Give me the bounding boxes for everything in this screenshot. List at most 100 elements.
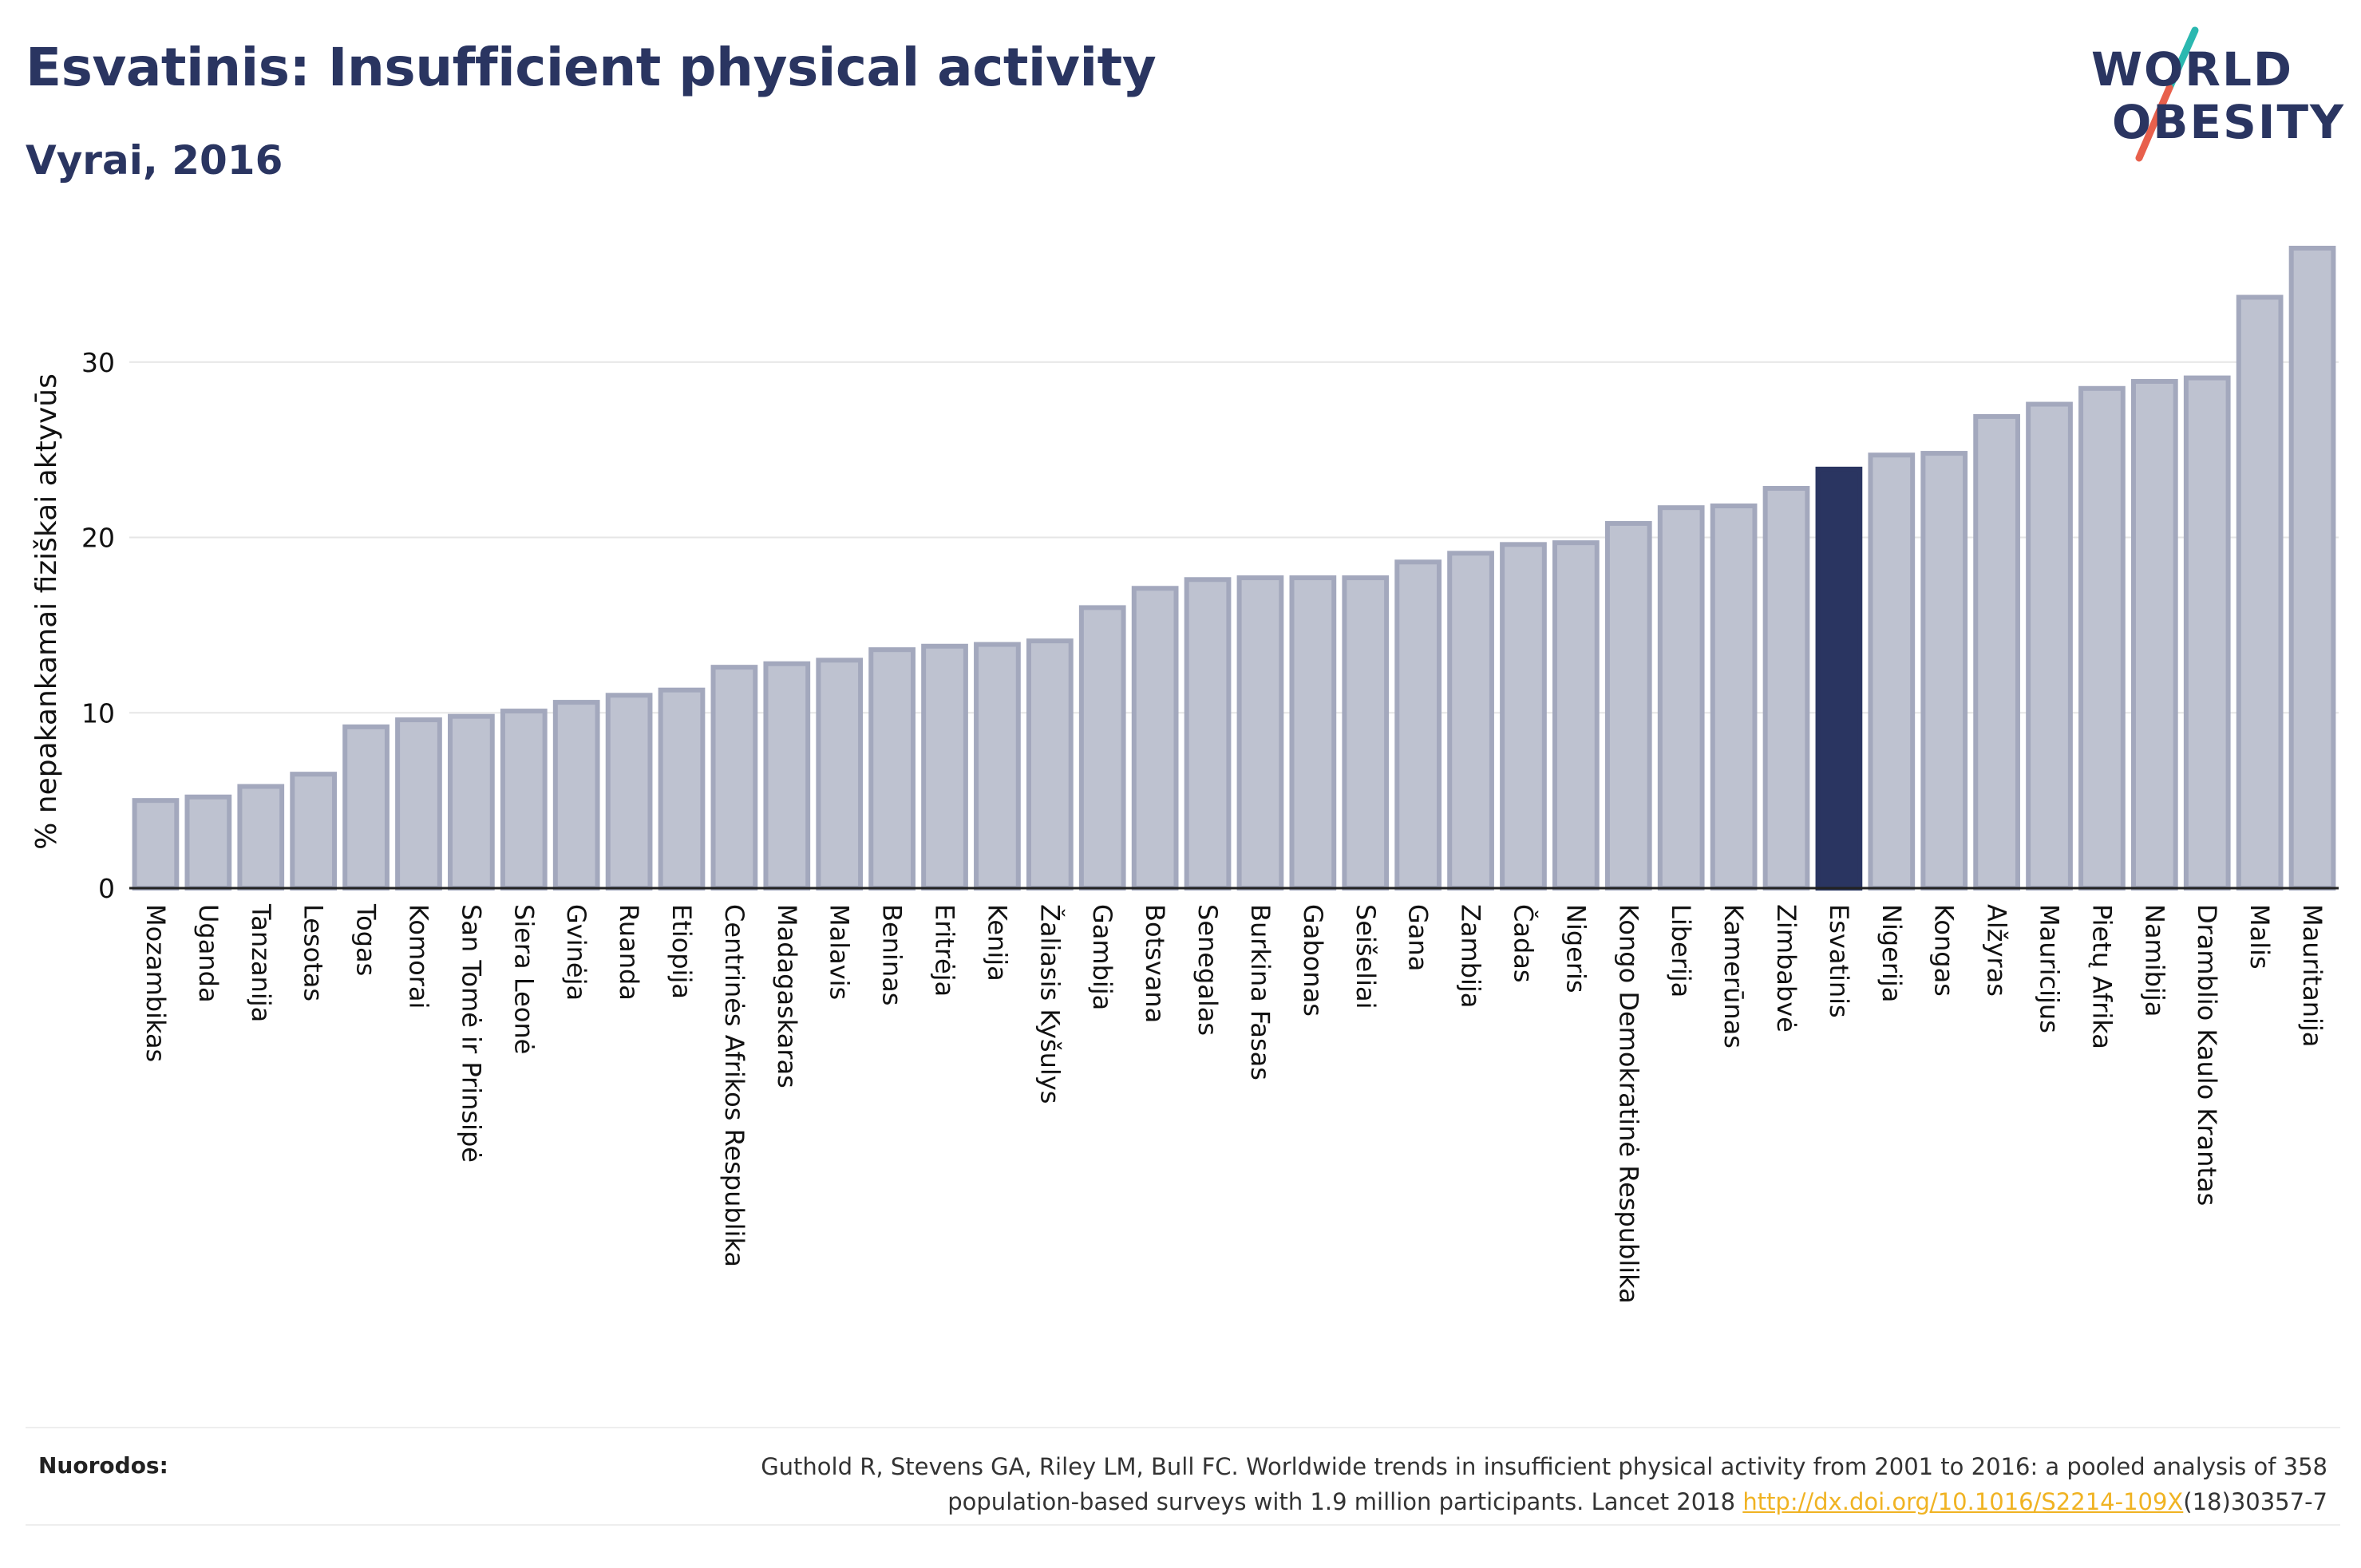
bar (1236, 575, 1284, 891)
bar (448, 713, 495, 891)
bar (1604, 520, 1652, 891)
bar (763, 661, 811, 891)
bar (816, 658, 864, 891)
world-obesity-logo: WORLD OBESITY (2075, 24, 2347, 168)
footer-divider-bottom (26, 1524, 2340, 1526)
bar (658, 687, 706, 891)
x-tick-label: Burkina Fasas (1245, 904, 1275, 1080)
bar (2183, 375, 2231, 891)
bar-chart: 0 10 20 30 % nepakankamai fiziškai aktyvūs Mo… (30, 245, 2339, 1304)
bar (184, 794, 232, 891)
bar (2026, 401, 2073, 891)
x-tick-label: Kongo Demokratinė Respublika (1613, 904, 1643, 1304)
references-doi-link[interactable]: http://dx.doi.org/10.1016/S2214-109X (1742, 1488, 2184, 1515)
references-line-1: Guthold R, Stevens GA, Riley LM, Bull FC… (761, 1453, 2327, 1480)
x-tick-label: Žaliasis Kyšulys (1034, 904, 1065, 1104)
references-line-2-prefix: population-based surveys with 1.9 millio… (947, 1488, 1743, 1515)
x-tick-label: Beninas (877, 904, 908, 1005)
x-tick-label: Kamerūnas (1718, 904, 1749, 1049)
bar (1500, 542, 1547, 891)
page-title: Esvatinis: Insufficient physical activit… (26, 37, 1157, 98)
references-text: Guthold R, Stevens GA, Riley LM, Bull FC… (492, 1449, 2327, 1519)
bar (1762, 486, 1810, 891)
bar (1447, 551, 1494, 891)
bar (1289, 575, 1337, 891)
bar (1815, 466, 1863, 891)
x-tick-label: Seišeliai (1351, 904, 1381, 1009)
bar (132, 798, 180, 891)
x-tick-label: Madagaskaras (772, 904, 802, 1088)
bar (290, 772, 338, 891)
x-tick-label: Centrinės Afrikos Respublika (719, 904, 749, 1267)
x-tick-label: Gvinėja (561, 904, 591, 1001)
y-axis-title: % nepakankamai fiziškai aktyvūs (30, 373, 63, 850)
bar (1973, 413, 2020, 891)
bar (868, 647, 916, 891)
y-tick-label: 20 (81, 523, 115, 554)
x-tick-label: Gambija (1087, 904, 1117, 1010)
x-tick-label: Komorai (403, 904, 433, 1009)
bar (2078, 385, 2126, 891)
bar (921, 643, 968, 891)
bar (1078, 605, 1126, 891)
x-tick-label: Nigeris (1560, 904, 1591, 993)
x-tick-label: Malavis (825, 904, 855, 1000)
x-tick-label: Tanzanija (246, 903, 276, 1022)
bar (2130, 378, 2178, 891)
bar (710, 665, 758, 891)
references-label: Nuorodos: (38, 1452, 168, 1479)
logo-slash-icon (2135, 26, 2199, 162)
x-tick-label: Etiopija (666, 904, 697, 999)
bar (605, 693, 653, 891)
bar (1868, 452, 1916, 891)
references-line-2-suffix: (18)30357-7 (2183, 1488, 2327, 1515)
x-tick-label: Namibija (2139, 904, 2169, 1017)
x-tick-label: Zambija (1456, 904, 1486, 1008)
x-tick-label: Siera Leonė (508, 904, 539, 1054)
x-tick-label: Ruanda (614, 904, 644, 1001)
x-tick-label: Mauritanija (2297, 904, 2327, 1047)
x-tick-label: Pietų Afrika (2086, 904, 2117, 1049)
footer-divider-top (26, 1427, 2340, 1428)
x-tick-label: Senegalas (1192, 904, 1223, 1036)
y-tick-label: 30 (81, 347, 115, 378)
bar (237, 784, 285, 891)
bar (1131, 586, 1179, 891)
x-tick-label: San Tomė ir Prinsipė (456, 904, 486, 1163)
bar (1920, 451, 1968, 891)
x-tick-label: Zimbabvė (1771, 904, 1801, 1033)
x-tick-label: Togas (351, 903, 382, 976)
x-tick-label: Botsvana (1140, 904, 1170, 1023)
logo-word-world: WORLD (2091, 42, 2294, 97)
logo-word-obesity: OBESITY (2112, 95, 2346, 149)
bar (1710, 503, 1758, 891)
x-tick-label: Mozambikas (140, 904, 171, 1062)
bar (2288, 245, 2336, 891)
bar (1552, 540, 1600, 891)
x-tick-label: Liberija (1666, 904, 1696, 997)
x-tick-label: Gana (1403, 904, 1434, 971)
bar (2236, 294, 2284, 891)
x-tick-label: Gabonas (1298, 904, 1328, 1017)
x-tick-label: Malis (2244, 904, 2275, 970)
bar (500, 709, 548, 891)
bar (342, 724, 390, 891)
y-tick-label: 0 (98, 873, 115, 904)
bar (1394, 559, 1442, 891)
bar (1026, 638, 1074, 891)
x-tick-label: Dramblio Kaulo Krantas (2192, 904, 2222, 1206)
x-tick-label: Kenija (982, 904, 1012, 981)
y-tick-label: 10 (81, 697, 115, 729)
bar (974, 642, 1021, 891)
bar (1657, 505, 1705, 891)
page-subtitle: Vyrai, 2016 (26, 137, 283, 184)
x-tick-label: Kongas (1929, 904, 1960, 997)
bar (552, 700, 600, 891)
x-tick-label: Uganda (193, 904, 223, 1003)
bar (1342, 575, 1390, 891)
x-tick-label: Esvatinis (1824, 904, 1854, 1018)
x-tick-label: Čadas (1508, 904, 1539, 983)
x-tick-label: Nigerija (1877, 904, 1907, 1002)
x-tick-label: Eritrėja (930, 904, 960, 997)
x-tick-label: Alžyras (1982, 904, 2012, 997)
